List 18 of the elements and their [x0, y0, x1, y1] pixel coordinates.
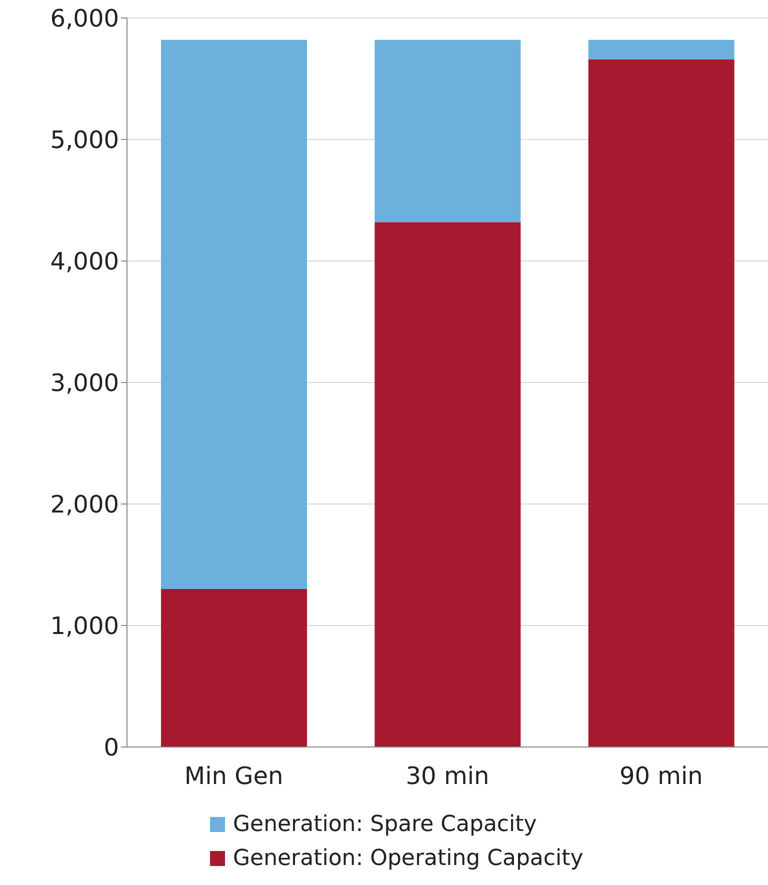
y-tick-label: 2,000: [50, 490, 119, 519]
x-tick-label: Min Gen: [184, 762, 284, 790]
y-tick-label: 3,000: [50, 369, 119, 398]
y-tick-label: 0: [104, 734, 119, 762]
bar: [161, 40, 307, 590]
y-tick-label: 4,000: [50, 248, 119, 276]
y-tick-label: 5,000: [50, 126, 119, 154]
y-tick-label: 1,000: [50, 612, 119, 640]
bar: [588, 40, 734, 60]
legend-label: Generation: Spare Capacity: [233, 812, 537, 836]
bar: [374, 40, 521, 222]
x-tick-label: 90 min: [619, 762, 703, 790]
bar: [161, 589, 307, 747]
y-tick-label: 6,000: [50, 4, 119, 33]
bar: [588, 59, 734, 747]
legend-label: Generation: Operating Capacity: [233, 846, 584, 870]
bar: [374, 222, 521, 747]
x-tick-label: 30 min: [406, 762, 490, 790]
